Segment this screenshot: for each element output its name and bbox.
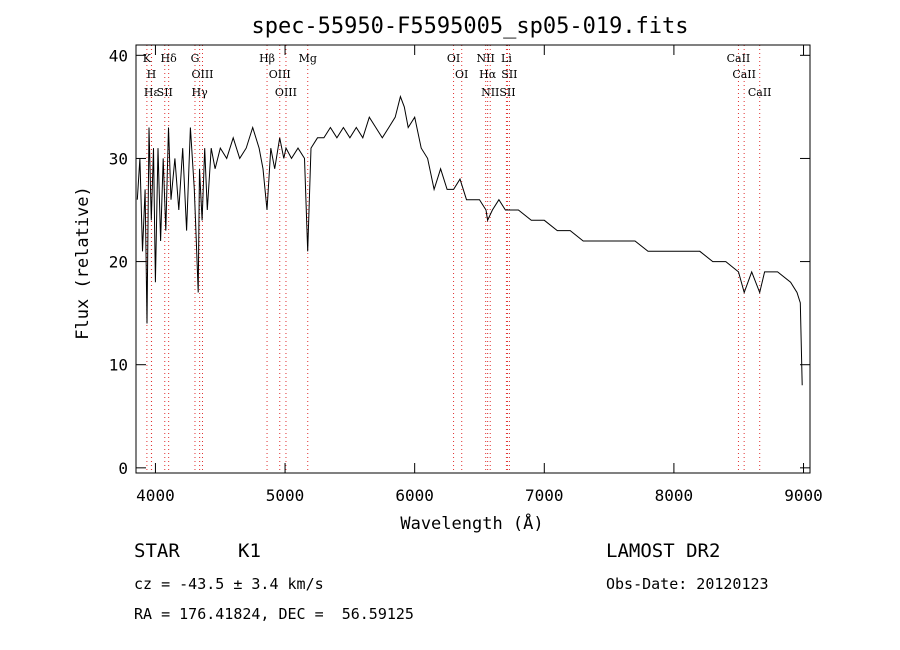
line-marker-label: CaII	[732, 68, 756, 81]
line-marker-label: OI	[455, 68, 468, 81]
x-tick-label: 9000	[784, 486, 823, 505]
obs-date-label: Obs-Date: 20120123	[606, 575, 769, 593]
x-tick-label: 6000	[395, 486, 434, 505]
line-marker-label: Hγ	[192, 86, 209, 99]
y-tick-label: 20	[109, 253, 128, 272]
line-marker-label: Mg	[299, 52, 317, 65]
y-tick-label: 10	[109, 356, 128, 375]
emission-line-labels: KH Hε Hδ SII G OIII Hγ Hβ OIII OIII Mg OI OI NII Hα NII…	[143, 52, 772, 99]
x-axis-ticks: 4000 5000 6000 7000 8000 9000	[136, 45, 823, 505]
line-marker-label: OIII	[191, 68, 213, 81]
line-marker-label: Hβ	[259, 52, 275, 65]
line-marker-label: SII	[501, 68, 517, 81]
plot-frame	[135, 44, 811, 474]
y-tick-label: 0	[118, 459, 128, 478]
x-tick-label: 4000	[136, 486, 175, 505]
line-marker-label: K	[143, 52, 152, 65]
line-marker-label: Hα	[479, 68, 497, 81]
y-axis-label: Flux (relative)	[73, 186, 93, 340]
line-marker-label: OI	[447, 52, 460, 65]
emission-line-markers	[146, 45, 761, 473]
x-tick-label: 7000	[525, 486, 564, 505]
object-class: STAR	[134, 540, 180, 562]
spectrum-line	[136, 94, 803, 386]
line-marker-label: Hε	[144, 86, 160, 99]
line-marker-label: NII	[481, 86, 499, 99]
x-axis-label: Wavelength (Å)	[400, 512, 543, 534]
line-marker-label: Hδ	[161, 52, 178, 65]
coords-label: RA = 176.41824, DEC = 56.59125	[134, 605, 414, 623]
chart-title: spec-55950-F5595005_sp05-019.fits	[251, 14, 688, 39]
line-marker-label: NII	[477, 52, 495, 65]
line-marker-label: OIII	[275, 86, 297, 99]
line-marker-label: CaII	[748, 86, 772, 99]
line-marker-label: H	[147, 68, 157, 81]
line-marker-label: SII	[157, 86, 173, 99]
line-marker-label: G	[191, 52, 200, 65]
y-axis-ticks: 0 10 20 30 40	[109, 46, 810, 478]
line-marker-label: Li	[501, 52, 512, 65]
line-marker-label: OIII	[269, 68, 291, 81]
object-subclass: K1	[238, 540, 261, 562]
line-marker-label: SII	[499, 86, 515, 99]
x-tick-label: 5000	[266, 486, 305, 505]
line-marker-label: CaII	[727, 52, 751, 65]
x-tick-label: 8000	[655, 486, 694, 505]
y-tick-label: 30	[109, 149, 128, 168]
redshift-label: cz = -43.5 ± 3.4 km/s	[134, 575, 324, 593]
y-tick-label: 40	[109, 46, 128, 65]
survey-label: LAMOST DR2	[606, 540, 721, 562]
